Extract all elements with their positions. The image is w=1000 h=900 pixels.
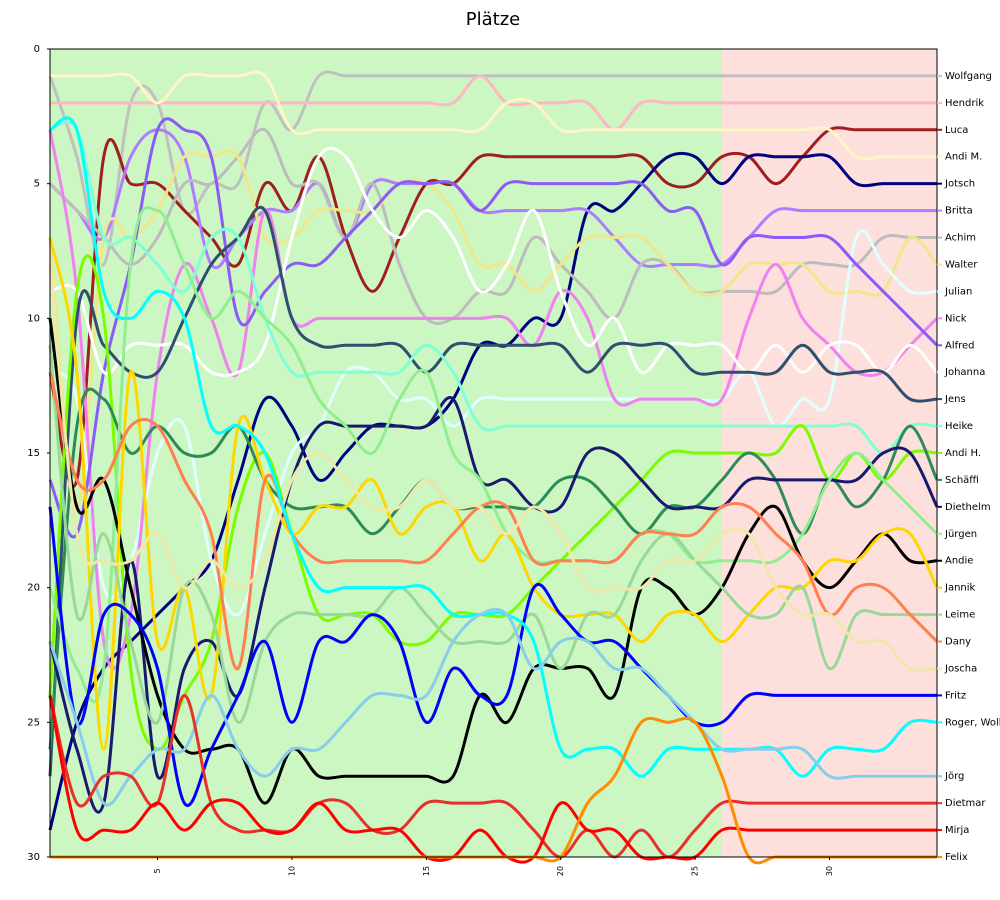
legend-label: Jörg [944, 771, 964, 782]
legend-label: Roger, Wolk [945, 717, 1000, 728]
legend-label: Jürgen [944, 529, 977, 540]
legend-label: Dany [945, 637, 971, 648]
legend-label: Julian [944, 286, 972, 297]
y-tick-label: 15 [27, 448, 40, 459]
legend-label: Andie [945, 556, 973, 567]
legend-label: Luca [945, 125, 968, 136]
series-line [48, 371, 939, 670]
series-line [48, 149, 939, 509]
legend-label: Walter [945, 259, 978, 270]
series-line [48, 506, 938, 807]
series-line [48, 607, 937, 807]
legend-label: Schäffi [945, 475, 979, 486]
legend-label: Johanna [944, 367, 985, 378]
series-line [48, 693, 937, 859]
y-tick-label: 5 [34, 179, 40, 190]
series-line [48, 206, 939, 703]
y-tick-label: 20 [27, 583, 40, 594]
legend-label: Jotsch [944, 179, 975, 190]
y-tick-label: 25 [27, 717, 40, 728]
series-line [48, 229, 938, 617]
legend-label: Nick [945, 313, 967, 324]
y-tick-label: 10 [27, 313, 40, 324]
legend-label: Fritz [945, 690, 966, 701]
legend-label: Diethelm [945, 502, 991, 513]
legend-label: Jens [944, 394, 966, 405]
legend-label: Achim [945, 233, 976, 244]
legend-label: Joscha [944, 663, 977, 674]
series-line [50, 70, 937, 161]
legend-label: Andi H. [945, 448, 981, 459]
legend-label: Dietmar [945, 798, 986, 809]
legend-label: Andi M. [945, 152, 982, 163]
legend-label: Alfred [945, 340, 975, 351]
legend-label: Britta [945, 206, 973, 217]
series-line [48, 695, 937, 864]
legend-label: Wolfgang [945, 71, 992, 82]
lines [48, 70, 939, 865]
series-line [48, 70, 937, 267]
legend-label: Heike [945, 421, 973, 432]
series-line [48, 237, 939, 751]
x-tick-label: 20 [556, 866, 565, 876]
y-tick-label: 30 [27, 852, 40, 863]
series-line [48, 264, 938, 672]
series-line [49, 120, 938, 455]
series-line [48, 129, 939, 670]
x-tick-label: 15 [422, 866, 431, 876]
legend-label: Leime [945, 610, 975, 621]
series-line [50, 74, 937, 132]
y-tick-label: 0 [34, 44, 40, 55]
series-line [49, 146, 939, 378]
x-tick-label: 5 [153, 868, 162, 873]
series-line [48, 206, 938, 777]
chart-title: Plätze [466, 9, 520, 30]
series-line [48, 117, 939, 539]
series-line [48, 345, 937, 725]
legend-label: Jannik [944, 583, 976, 594]
x-tick-label: 30 [825, 866, 834, 876]
x-tick-label: 25 [691, 866, 700, 876]
x-tick-label: 10 [287, 866, 296, 876]
legend-label: Felix [945, 852, 968, 863]
series-line [48, 396, 939, 814]
legend-label: Mirja [945, 825, 969, 836]
legend-label: Hendrik [945, 98, 984, 109]
